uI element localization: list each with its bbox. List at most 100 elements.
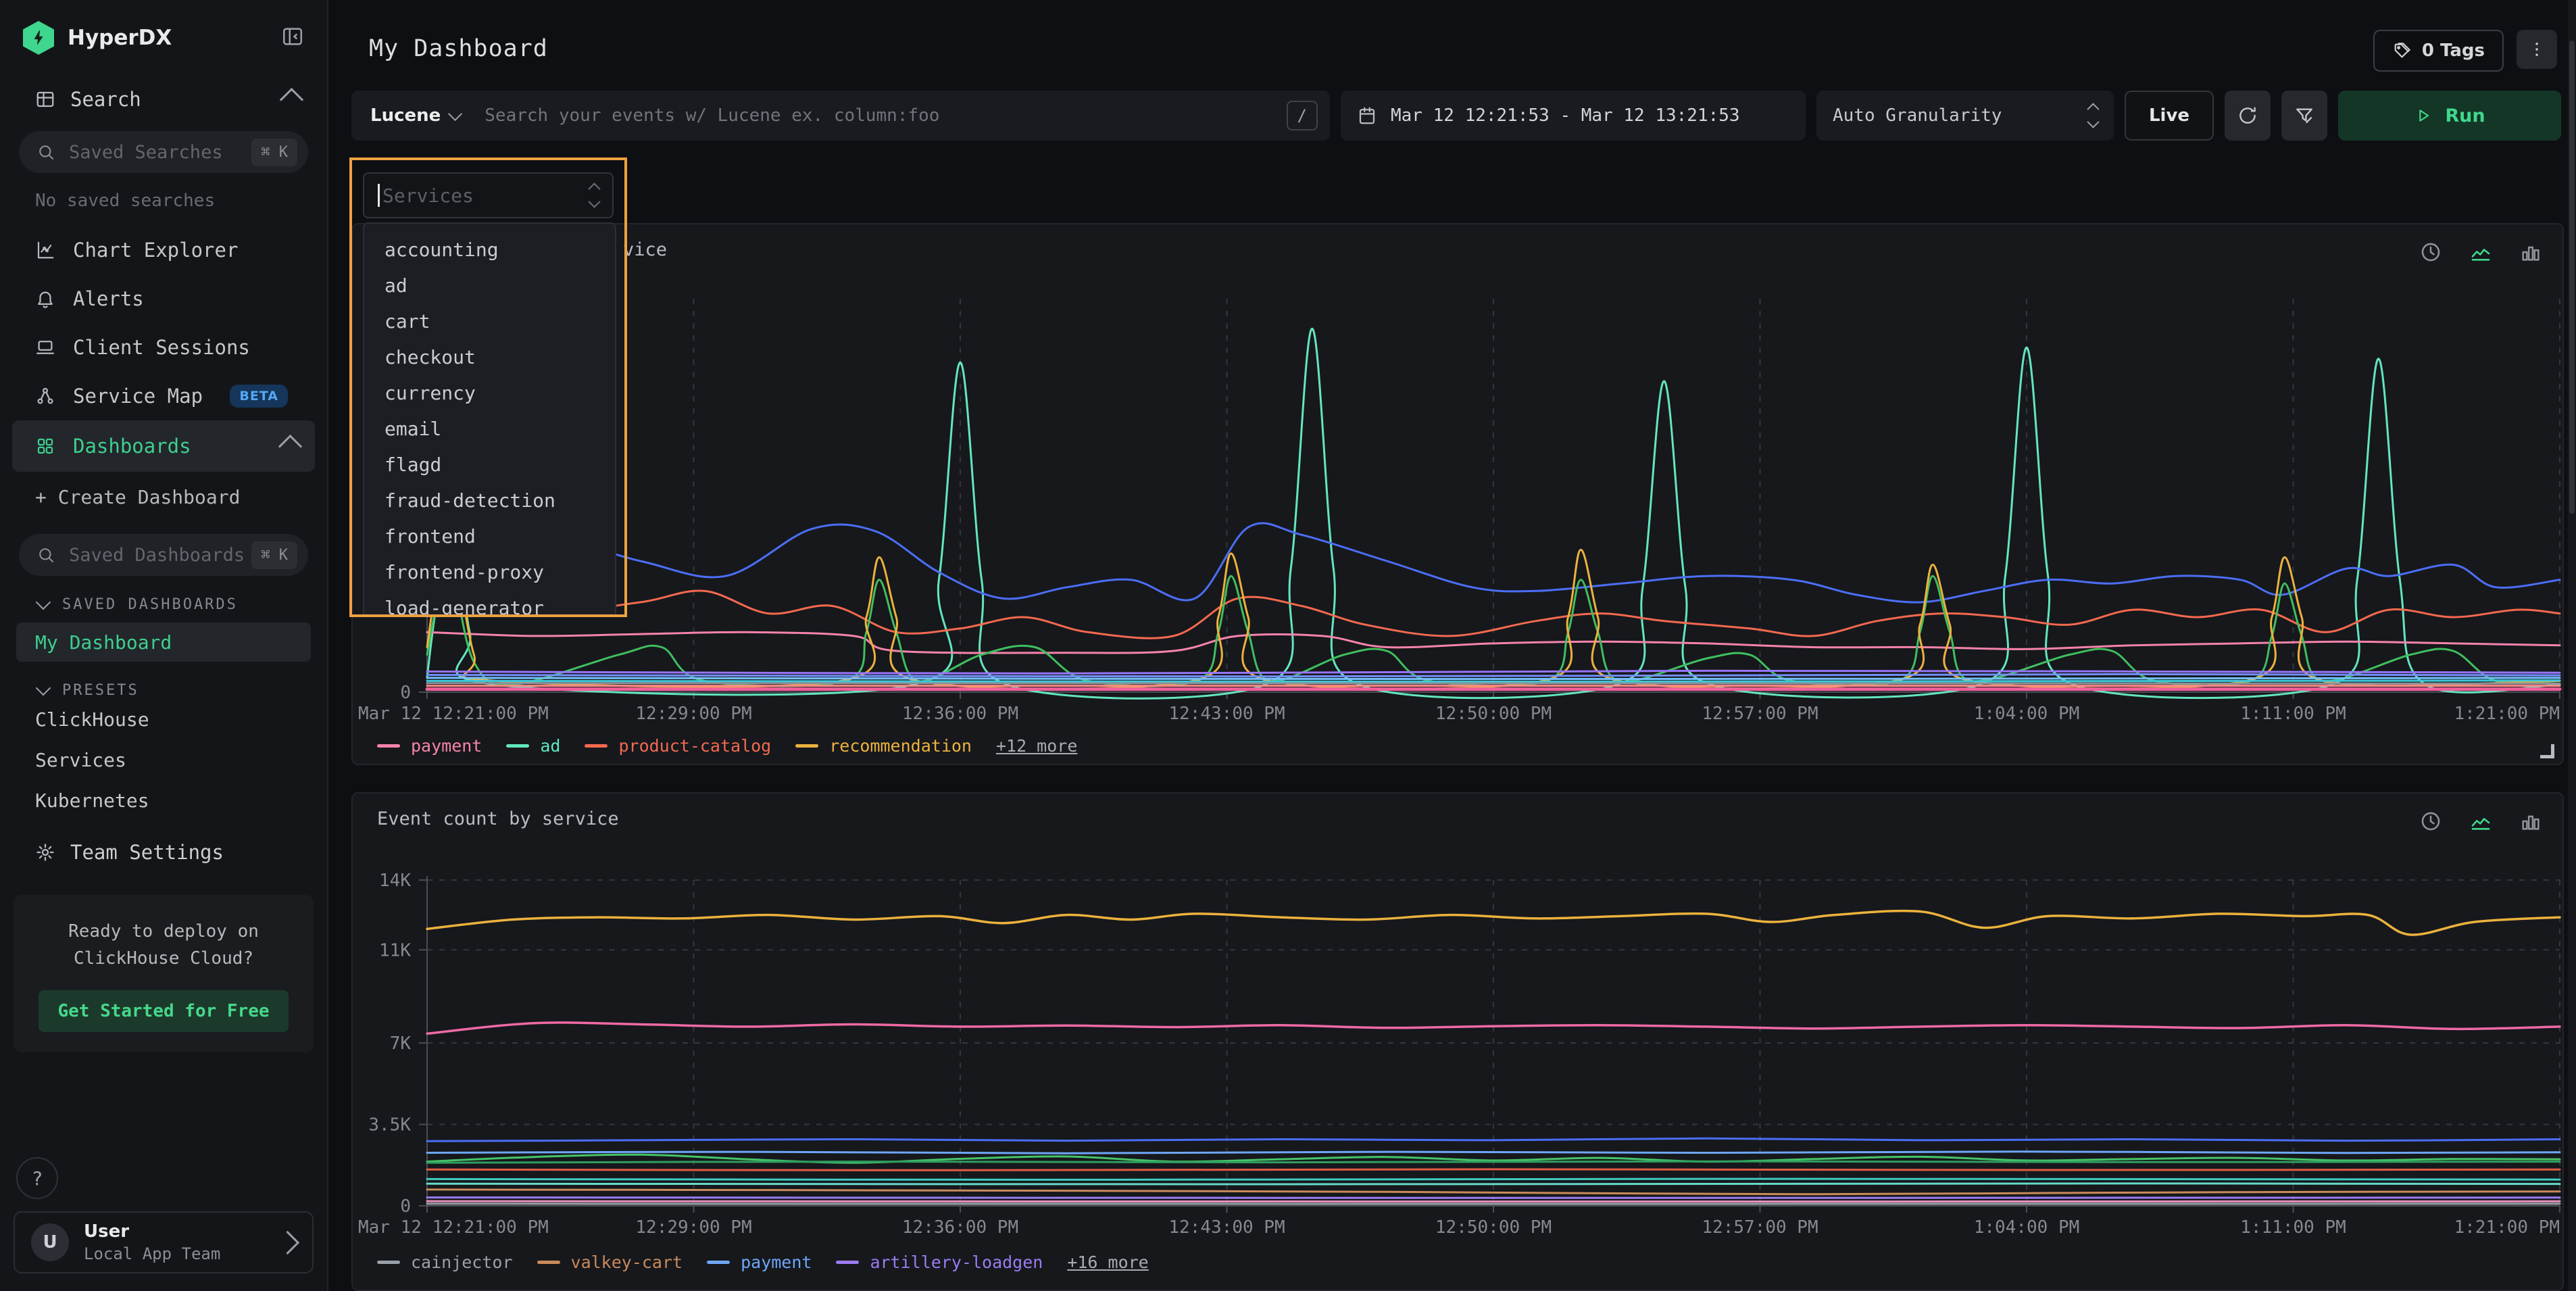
chart1-legend: payment ad product-catalog recommendatio… — [377, 736, 1077, 756]
chevron-up-icon — [280, 87, 303, 111]
service-option-frontend-proxy[interactable]: frontend-proxy — [364, 554, 615, 590]
sidebar-nav: Chart ExplorerAlertsClient SessionsServi… — [0, 226, 327, 472]
sidebar-item-dashboards[interactable]: Dashboards — [12, 420, 315, 472]
user-card[interactable]: U User Local App Team — [14, 1211, 314, 1273]
service-option-load-generator[interactable]: load-generator — [364, 590, 615, 617]
legend-more-link[interactable]: +12 more — [996, 736, 1077, 756]
filter-button[interactable] — [2281, 91, 2327, 141]
services-filter-field[interactable] — [381, 184, 590, 208]
legend-swatch — [506, 744, 529, 748]
service-option-email[interactable]: email — [364, 411, 615, 447]
sidebar-collapse-button[interactable] — [281, 25, 304, 51]
event-search-input[interactable] — [483, 105, 1286, 126]
svg-text:1:21:00 PM: 1:21:00 PM — [2454, 1217, 2560, 1238]
select-chevrons-icon — [2089, 105, 2098, 126]
service-option-ad[interactable]: ad — [364, 268, 615, 303]
chart2-canvas[interactable]: Mar 12 12:21:00 PM12:29:00 PM12:36:00 PM… — [353, 794, 2562, 1290]
granularity-value: Auto Granularity — [1833, 105, 2089, 126]
svg-text:1:21:00 PM: 1:21:00 PM — [2454, 704, 2560, 724]
chevron-right-icon — [276, 1230, 299, 1254]
service-option-flagd[interactable]: flagd — [364, 447, 615, 483]
help-button[interactable]: ? — [16, 1157, 58, 1199]
sidebar-item-client-sessions[interactable]: Client Sessions — [0, 323, 327, 372]
service-option-accounting[interactable]: accounting — [364, 232, 615, 268]
refresh-icon — [2237, 105, 2258, 126]
svg-text:14K: 14K — [379, 871, 411, 891]
granularity-select[interactable]: Auto Granularity — [1816, 91, 2114, 141]
service-option-frontend[interactable]: frontend — [364, 518, 615, 554]
svg-text:12:43:00 PM: 12:43:00 PM — [1168, 1217, 1285, 1238]
legend-item[interactable]: payment — [707, 1252, 812, 1272]
hyperdx-logo-icon — [23, 21, 54, 55]
sidebar-item-alerts[interactable]: Alerts — [0, 274, 327, 323]
legend-item[interactable]: artillery-loadgen — [836, 1252, 1043, 1272]
user-name: User — [84, 1221, 279, 1242]
run-button[interactable]: Run — [2338, 91, 2561, 141]
saved-dashboards-header[interactable]: SAVED DASHBOARDS — [38, 596, 327, 613]
svg-text:Mar 12 12:21:00 PM: Mar 12 12:21:00 PM — [358, 1217, 549, 1238]
presets-list: ClickHouseServicesKubernetes — [0, 699, 327, 821]
time-range-picker[interactable]: Mar 12 12:21:53 - Mar 12 13:21:53 — [1341, 91, 1806, 141]
saved-searches-input[interactable]: ⌘ K — [19, 131, 308, 173]
get-started-button[interactable]: Get Started for Free — [39, 990, 289, 1032]
legend-swatch — [537, 1261, 560, 1264]
svg-text:1:04:00 PM: 1:04:00 PM — [1974, 1217, 2080, 1238]
legend-item[interactable]: recommendation — [795, 736, 972, 756]
svg-text:7K: 7K — [390, 1033, 412, 1054]
sidebar-item-chart-explorer[interactable]: Chart Explorer — [0, 226, 327, 274]
legend-swatch — [707, 1261, 730, 1264]
page-title: My Dashboard — [369, 35, 548, 62]
saved-searches-field[interactable] — [68, 141, 251, 164]
gear-icon — [35, 842, 55, 862]
no-saved-searches-text: No saved searches — [35, 191, 327, 211]
sidebar-item-team-settings[interactable]: Team Settings — [0, 833, 327, 872]
service-option-checkout[interactable]: checkout — [364, 339, 615, 375]
scrollbar-thumb[interactable] — [2569, 41, 2575, 514]
service-option-fraud-detection[interactable]: fraud-detection — [364, 483, 615, 518]
legend-swatch — [377, 1261, 400, 1264]
avatar: U — [31, 1223, 69, 1261]
bell-icon — [35, 289, 55, 309]
collapse-panel-icon — [281, 25, 304, 48]
saved-dashboard-item[interactable]: My Dashboard — [16, 623, 311, 662]
legend-item[interactable]: payment — [377, 736, 482, 756]
shortcut-badge: ⌘ K — [251, 139, 297, 166]
presets-header[interactable]: PRESETS — [38, 682, 327, 699]
legend-swatch — [836, 1261, 859, 1264]
svg-text:12:29:00 PM: 12:29:00 PM — [635, 1217, 751, 1238]
text-cursor — [378, 184, 380, 207]
query-toolbar: Lucene / Mar 12 12:21:53 - Mar 12 13:21:… — [351, 91, 2561, 141]
service-option-cart[interactable]: cart — [364, 303, 615, 339]
saved-dashboards-field[interactable] — [68, 544, 251, 566]
chart-explorer-icon — [35, 240, 55, 260]
legend-item[interactable]: product-catalog — [585, 736, 771, 756]
legend-item[interactable]: valkey-cart — [537, 1252, 683, 1272]
svg-text:1:11:00 PM: 1:11:00 PM — [2240, 704, 2346, 724]
saved-dashboards-input[interactable]: ⌘ K — [19, 534, 308, 576]
query-language-select[interactable]: Lucene — [370, 105, 441, 126]
legend-more-link[interactable]: +16 more — [1067, 1252, 1148, 1272]
preset-item-clickhouse[interactable]: ClickHouse — [0, 699, 327, 739]
sidebar-section-search[interactable]: Search — [0, 80, 327, 119]
chart1-canvas[interactable]: Mar 12 12:21:00 PM12:29:00 PM12:36:00 PM… — [353, 224, 2562, 764]
services-select-input[interactable] — [363, 172, 614, 218]
chart-panel-1: vice Mar 12 12:21:00 PM12:29:00 PM12:36:… — [351, 223, 2564, 765]
svg-text:1:11:00 PM: 1:11:00 PM — [2240, 1217, 2346, 1238]
svg-text:3.5K: 3.5K — [368, 1115, 411, 1136]
preset-item-kubernetes[interactable]: Kubernetes — [0, 780, 327, 821]
live-button[interactable]: Live — [2125, 91, 2214, 141]
refresh-button[interactable] — [2225, 91, 2271, 141]
legend-item[interactable]: ad — [506, 736, 560, 756]
preset-item-services[interactable]: Services — [0, 739, 327, 780]
svg-text:0: 0 — [400, 683, 411, 703]
tag-icon — [2392, 41, 2411, 60]
legend-item[interactable]: cainjector — [377, 1252, 513, 1272]
sidebar-item-service-map[interactable]: Service MapBETA — [0, 372, 327, 420]
service-option-currency[interactable]: currency — [364, 375, 615, 411]
svg-text:12:43:00 PM: 12:43:00 PM — [1168, 704, 1285, 724]
create-dashboard-button[interactable]: + Create Dashboard — [0, 472, 327, 522]
dashboard-menu-button[interactable] — [2517, 30, 2557, 69]
scrollbar-track[interactable] — [2568, 0, 2576, 1291]
tags-button[interactable]: 0 Tags — [2373, 30, 2504, 72]
resize-handle[interactable] — [2540, 744, 2554, 758]
